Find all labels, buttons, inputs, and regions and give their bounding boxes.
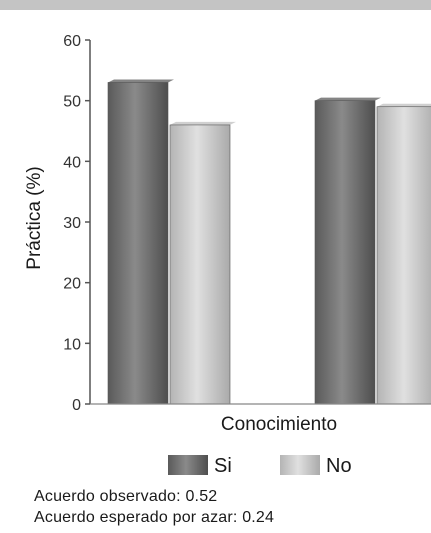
bar-si (107, 82, 169, 405)
bar-top-no (170, 121, 236, 125)
legend-swatch-si (168, 455, 208, 475)
legend-swatch-no (280, 455, 320, 475)
y-tick-label: 60 (63, 33, 81, 50)
y-tick-label: 50 (63, 94, 81, 111)
y-tick-label: 40 (63, 154, 81, 171)
legend-label-no: No (326, 455, 352, 477)
bar-top-no (377, 103, 431, 107)
observed-agreement-note: Acuerdo observado: 0.52 (34, 488, 218, 505)
bar-si (314, 100, 376, 405)
y-axis-label: Práctica (%) (24, 166, 45, 269)
y-axis: 0 10 20 30 40 50 60 (63, 33, 431, 414)
legend: Si No (168, 455, 352, 477)
top-rule (0, 0, 431, 10)
legend-label-si: Si (214, 455, 232, 477)
y-tick-label: 0 (72, 397, 81, 414)
y-tick-label: 20 (63, 276, 81, 293)
bars-layer (107, 79, 431, 405)
bar-top-si (108, 79, 174, 83)
bar-top-si (315, 97, 381, 101)
bar-no (169, 124, 231, 405)
y-tick-label: 30 (63, 215, 81, 232)
x-axis-label: Conocimiento (221, 414, 337, 435)
bar-no (376, 106, 431, 405)
expected-agreement-note: Acuerdo esperado por azar: 0.24 (34, 509, 275, 526)
y-tick-label: 10 (63, 336, 81, 353)
